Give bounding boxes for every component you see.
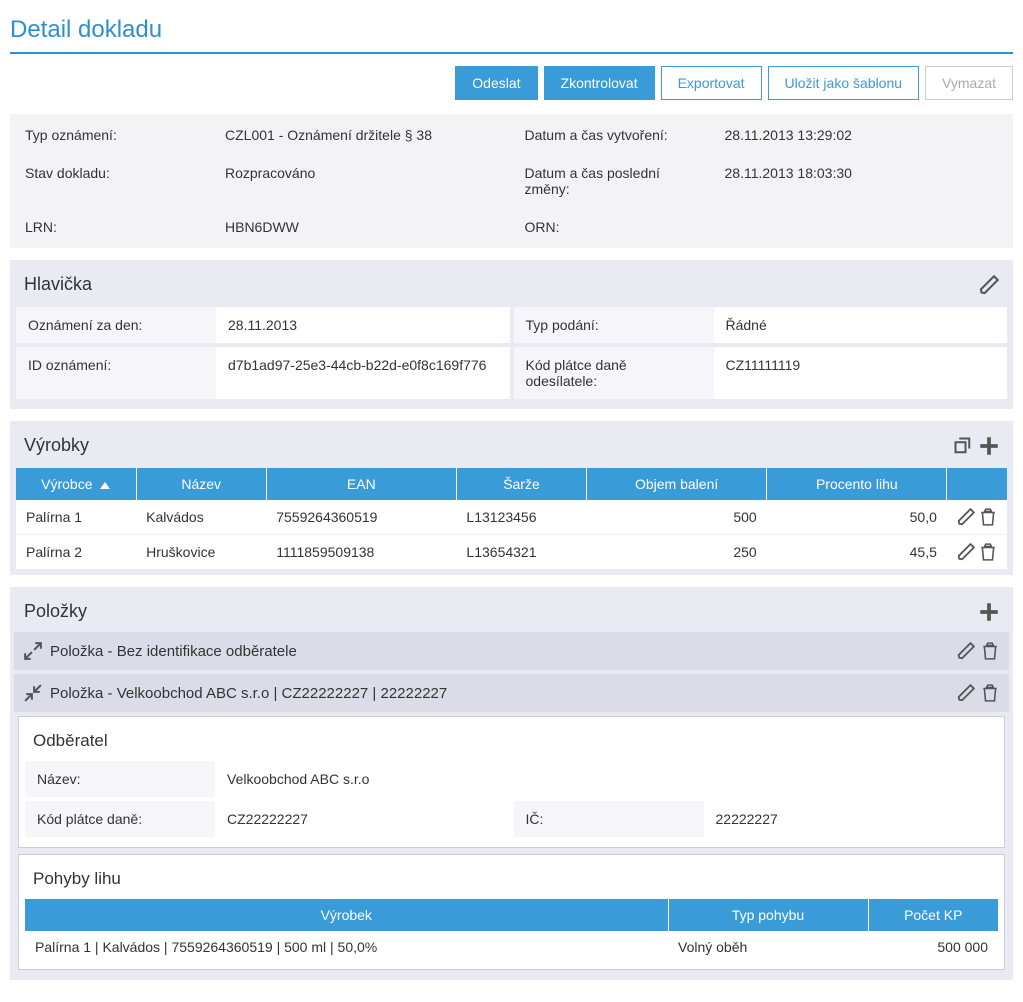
header-date-value: 28.11.2013 — [216, 307, 510, 343]
delete-button: Vymazat — [925, 66, 1013, 100]
header-date-label: Oznámení za den: — [16, 307, 216, 343]
trash-icon[interactable] — [981, 684, 999, 702]
cell-volume: 500 — [587, 500, 767, 535]
cell-batch: L13654321 — [456, 535, 586, 570]
save-template-button[interactable]: Uložit jako šablonu — [768, 66, 920, 100]
trash-icon[interactable] — [979, 508, 997, 526]
customer-taxcode-value: CZ22222227 — [215, 801, 510, 837]
pencil-icon[interactable] — [957, 642, 975, 660]
cell-producer: Palírna 1 — [16, 500, 136, 535]
toolbar: Odeslat Zkontrolovat Exportovat Uložit j… — [10, 66, 1013, 100]
customer-panel: Odběratel Název: Velkoobchod ABC s.r.o K… — [18, 716, 1005, 848]
multi-add-icon[interactable] — [953, 436, 973, 456]
cell-product: Palírna 1 | Kalvádos | 7559264360519 | 5… — [25, 931, 668, 963]
created-label: Datum a čas vytvoření: — [513, 117, 713, 153]
col-volume[interactable]: Objem balení — [587, 468, 767, 500]
cell-type: Volný oběh — [668, 931, 868, 963]
customer-ico-label: IČ: — [514, 801, 704, 837]
cell-producer: Palírna 2 — [16, 535, 136, 570]
plus-icon[interactable] — [979, 436, 999, 456]
movements-title: Pohyby lihu — [25, 861, 998, 899]
header-panel: Hlavička Oznámení za den: 28.11.2013 Typ… — [10, 260, 1013, 409]
cell-percent: 45,5 — [767, 535, 947, 570]
trash-icon[interactable] — [981, 642, 999, 660]
item-row-expanded[interactable]: Položka - Velkoobchod ABC s.r.o | CZ2222… — [14, 674, 1009, 712]
type-label: Typ oznámení: — [13, 117, 213, 153]
modified-value: 28.11.2013 18:03:30 — [713, 155, 1011, 207]
movements-panel: Pohyby lihu Výrobek Typ pohybu Počet KP … — [18, 854, 1005, 970]
collapse-icon[interactable] — [24, 684, 42, 702]
cell-ean: 7559264360519 — [266, 500, 456, 535]
pencil-icon[interactable] — [957, 684, 975, 702]
cell-batch: L13123456 — [456, 500, 586, 535]
item-title: Položka - Bez identifikace odběratele — [50, 643, 297, 660]
customer-name-label: Název: — [25, 761, 215, 797]
table-row: Palírna 1Kalvádos7559264360519L131234565… — [16, 500, 1007, 535]
table-row: Palírna 1 | Kalvádos | 7559264360519 | 5… — [25, 931, 998, 963]
cell-count: 500 000 — [868, 931, 998, 963]
orn-value — [713, 209, 1011, 245]
items-panel: Položky Položka - Bez identifikace odběr… — [10, 587, 1013, 980]
item-row-collapsed[interactable]: Položka - Bez identifikace odběratele — [14, 632, 1009, 670]
export-button[interactable]: Exportovat — [661, 66, 762, 100]
header-panel-title: Hlavička — [24, 274, 92, 295]
expand-icon[interactable] — [24, 642, 42, 660]
orn-label: ORN: — [513, 209, 713, 245]
header-id-label: ID oznámení: — [16, 347, 216, 399]
products-title: Výrobky — [24, 435, 89, 456]
sort-asc-icon — [100, 482, 110, 489]
col-type[interactable]: Typ pohybu — [668, 899, 868, 931]
items-title: Položky — [24, 601, 87, 622]
header-kind-value: Řádné — [714, 307, 1008, 343]
created-value: 28.11.2013 13:29:02 — [713, 117, 1011, 153]
cell-percent: 50,0 — [767, 500, 947, 535]
customer-ico-value: 22222227 — [704, 801, 999, 837]
lrn-label: LRN: — [13, 209, 213, 245]
cell-name: Kalvádos — [136, 500, 266, 535]
customer-name-value: Velkoobchod ABC s.r.o — [215, 761, 998, 797]
col-percent[interactable]: Procento lihu — [767, 468, 947, 500]
cell-ean: 1111859509138 — [266, 535, 456, 570]
page-title: Detail dokladu — [10, 10, 1013, 54]
status-label: Stav dokladu: — [13, 155, 213, 207]
status-value: Rozpracováno — [213, 155, 511, 207]
customer-title: Odběratel — [25, 723, 998, 761]
lrn-value: HBN6DWW — [213, 209, 511, 245]
pencil-icon[interactable] — [957, 508, 975, 526]
pencil-icon[interactable] — [957, 543, 975, 561]
type-value: CZL001 - Oznámení držitele § 38 — [213, 117, 511, 153]
trash-icon[interactable] — [979, 543, 997, 561]
cell-volume: 250 — [587, 535, 767, 570]
col-name[interactable]: Název — [136, 468, 266, 500]
check-button[interactable]: Zkontrolovat — [544, 66, 655, 100]
products-table: Výrobce Název EAN Šarže Objem balení Pro… — [16, 468, 1007, 569]
col-producer[interactable]: Výrobce — [16, 468, 136, 500]
header-kind-label: Typ podání: — [514, 307, 714, 343]
cell-name: Hruškovice — [136, 535, 266, 570]
pencil-icon[interactable] — [979, 275, 999, 295]
col-count[interactable]: Počet KP — [868, 899, 998, 931]
products-panel: Výrobky Výrobce Název EAN Šarže Objem — [10, 421, 1013, 575]
customer-taxcode-label: Kód plátce daně: — [25, 801, 215, 837]
header-taxcode-value: CZ11111119 — [714, 347, 1008, 399]
item-title: Položka - Velkoobchod ABC s.r.o | CZ2222… — [50, 685, 447, 702]
plus-icon[interactable] — [979, 602, 999, 622]
header-id-value: d7b1ad97-25e3-44cb-b22d-e0f8c169f776 — [216, 347, 510, 399]
header-taxcode-label: Kód plátce daně odesílatele: — [514, 347, 714, 399]
col-product[interactable]: Výrobek — [25, 899, 668, 931]
modified-label: Datum a čas poslední změny: — [513, 155, 713, 207]
summary-grid: Typ oznámení: CZL001 - Oznámení držitele… — [10, 114, 1013, 248]
col-actions — [947, 468, 1007, 500]
send-button[interactable]: Odeslat — [455, 66, 537, 100]
col-ean[interactable]: EAN — [266, 468, 456, 500]
table-row: Palírna 2Hruškovice1111859509138L1365432… — [16, 535, 1007, 570]
col-batch[interactable]: Šarže — [456, 468, 586, 500]
